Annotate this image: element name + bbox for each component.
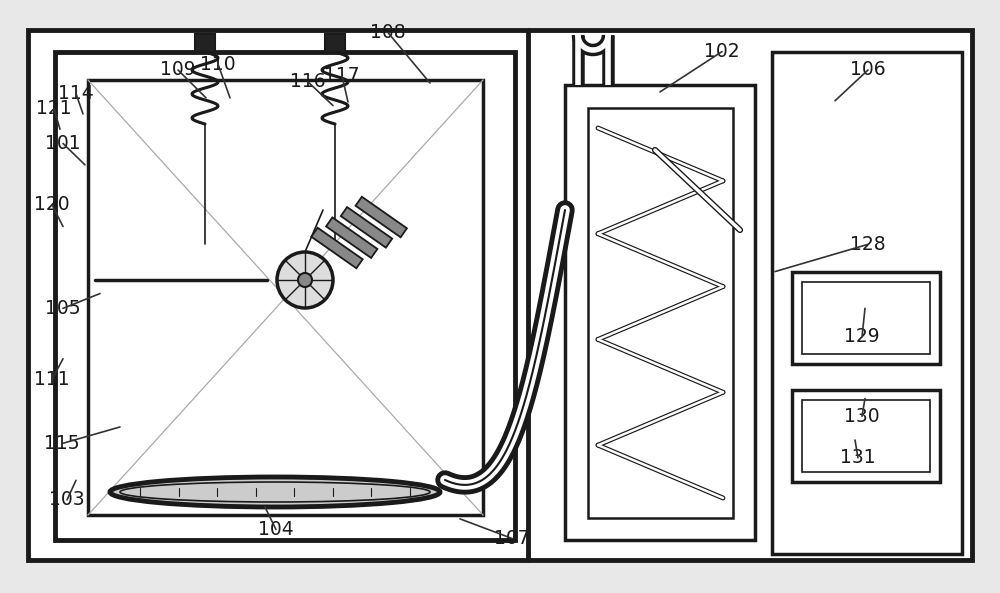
Bar bbox=[325, 34, 345, 52]
Text: 131: 131 bbox=[840, 448, 876, 467]
Text: 107: 107 bbox=[494, 529, 530, 548]
Text: 109: 109 bbox=[160, 60, 196, 79]
Bar bbox=[792, 272, 940, 364]
Text: 130: 130 bbox=[844, 407, 880, 426]
Text: 121: 121 bbox=[36, 99, 72, 118]
Text: 116: 116 bbox=[290, 72, 326, 91]
Circle shape bbox=[298, 273, 312, 287]
Bar bbox=[792, 390, 940, 482]
Bar bbox=[772, 52, 962, 554]
Text: 108: 108 bbox=[370, 23, 406, 42]
Bar bbox=[88, 80, 483, 515]
Bar bbox=[588, 108, 733, 518]
Text: 106: 106 bbox=[850, 60, 886, 79]
Circle shape bbox=[277, 252, 333, 308]
Text: 115: 115 bbox=[44, 434, 80, 453]
Text: 110: 110 bbox=[200, 55, 236, 74]
Polygon shape bbox=[356, 197, 407, 237]
Polygon shape bbox=[311, 228, 363, 268]
Text: 103: 103 bbox=[49, 490, 85, 509]
Text: 117: 117 bbox=[324, 66, 360, 85]
Bar bbox=[28, 30, 972, 560]
Text: 129: 129 bbox=[844, 327, 880, 346]
Text: 114: 114 bbox=[58, 84, 94, 103]
Text: 102: 102 bbox=[704, 42, 740, 61]
Text: 128: 128 bbox=[850, 235, 886, 254]
Bar bbox=[802, 400, 930, 472]
Bar bbox=[55, 52, 515, 540]
Text: 105: 105 bbox=[45, 299, 81, 318]
Text: 101: 101 bbox=[45, 134, 81, 153]
Bar bbox=[802, 282, 930, 354]
Bar bbox=[565, 85, 755, 540]
Ellipse shape bbox=[110, 477, 440, 507]
Text: 111: 111 bbox=[34, 370, 70, 389]
Text: 104: 104 bbox=[258, 520, 294, 539]
Polygon shape bbox=[326, 218, 377, 258]
Text: 120: 120 bbox=[34, 195, 70, 214]
Polygon shape bbox=[341, 207, 392, 248]
Bar bbox=[195, 34, 215, 52]
